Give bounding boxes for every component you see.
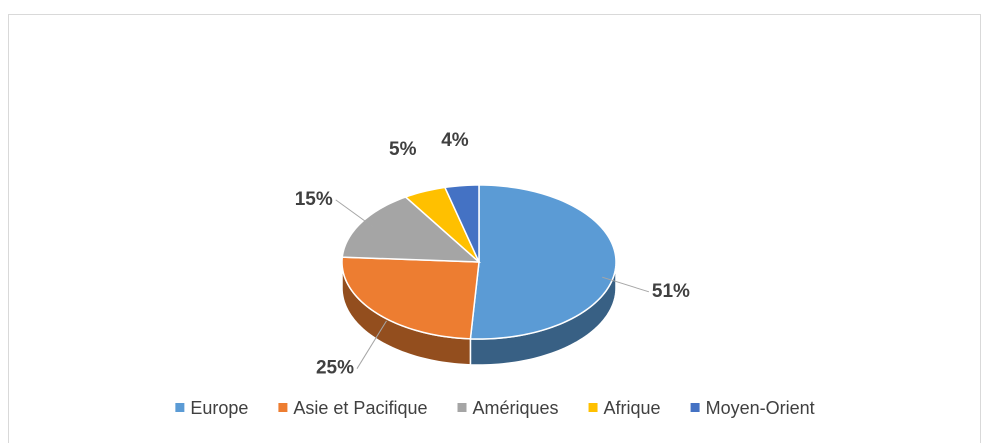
data-label: 5% [389, 139, 417, 160]
leader-line [356, 320, 387, 369]
legend-swatch [175, 403, 185, 412]
data-label: 15% [295, 189, 333, 210]
legend-label: Afrique [604, 398, 661, 418]
slice [404, 186, 480, 263]
leader-line [602, 276, 650, 293]
data-label: 4% [441, 130, 469, 151]
slice [341, 196, 482, 263]
slice [341, 256, 480, 340]
leader-line [335, 199, 374, 228]
legend-swatch [278, 403, 288, 412]
data-label: 25% [316, 358, 354, 379]
slice [469, 184, 617, 340]
slice [443, 184, 480, 263]
legend-label: Asie et Pacifique [293, 398, 427, 418]
legend-swatch [457, 403, 467, 412]
legend-label: Amériques [472, 398, 558, 418]
legend-swatch [690, 403, 700, 412]
data-label: 51% [652, 281, 690, 302]
legend-swatch [588, 403, 598, 412]
legend-label: Moyen-Orient [706, 398, 815, 418]
legend-label: Europe [190, 398, 248, 418]
